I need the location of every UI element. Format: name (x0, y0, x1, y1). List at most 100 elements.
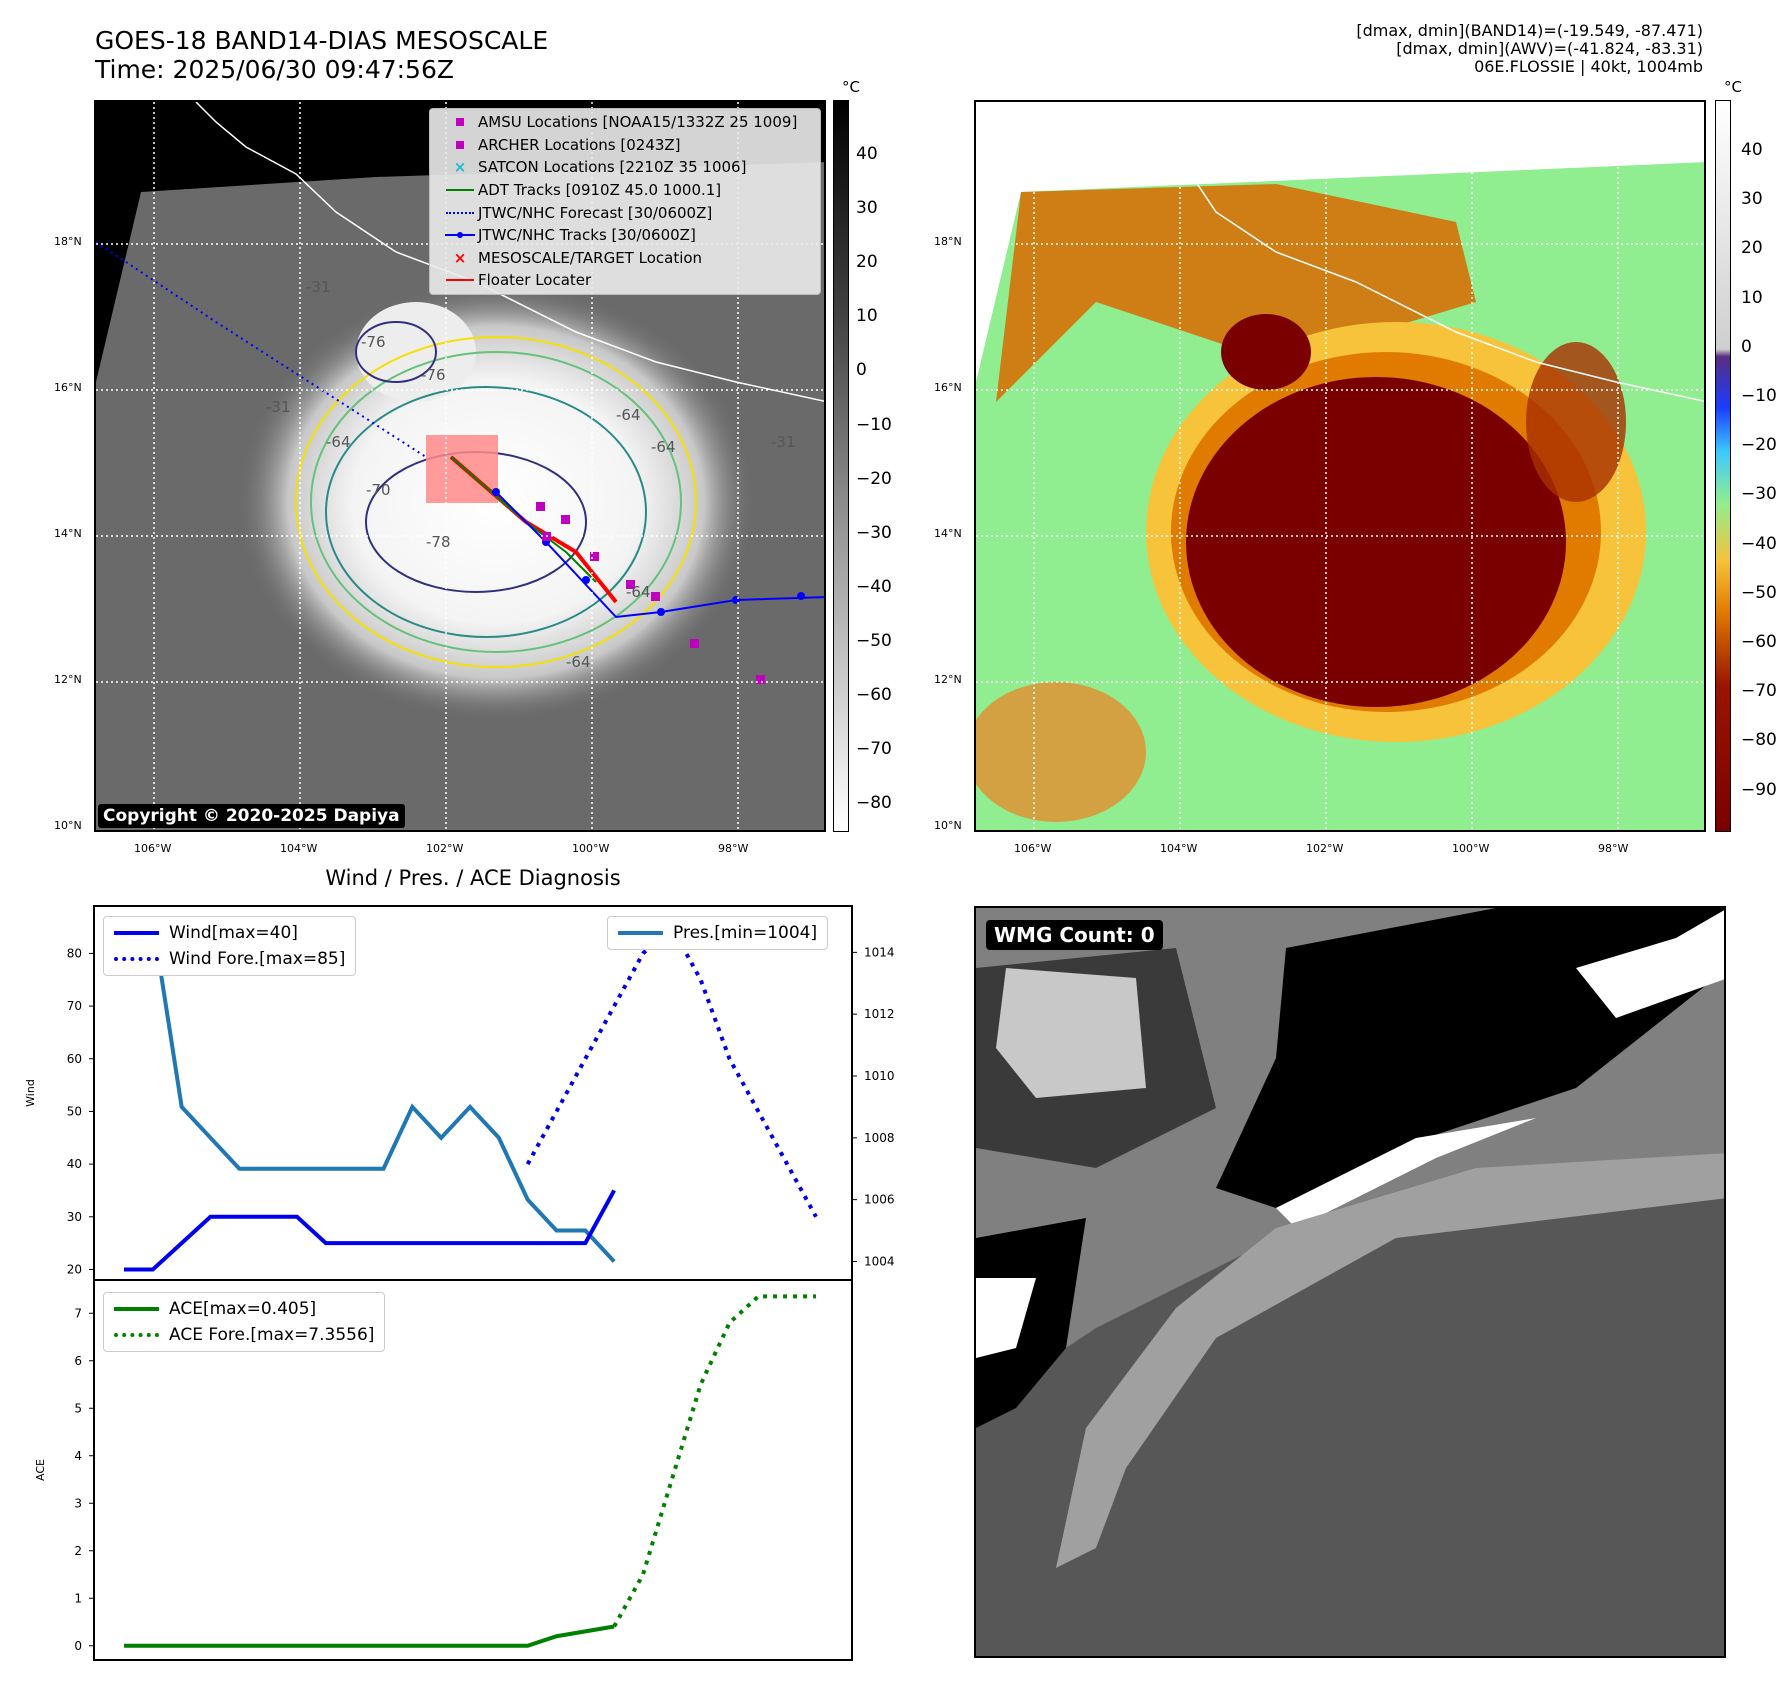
wmg-light-region (996, 968, 1146, 1098)
solid-line-icon (114, 1307, 159, 1311)
y-axis-label: ACE (34, 1459, 47, 1481)
legend-item: × MESOSCALE/TARGET Location (430, 247, 820, 270)
lat-label: 18°N (934, 235, 962, 248)
colorbar-tick-label: −10 (1741, 386, 1777, 406)
lon-label: 104°W (280, 842, 318, 855)
legend-label: JTWC/NHC Tracks [30/0600Z] (478, 226, 696, 245)
colorbar-tick-label: −80 (1741, 730, 1777, 751)
pressure-legend: Pres.[min=1004] (607, 916, 829, 950)
contour-teal (325, 386, 647, 638)
lat-label: 14°N (54, 527, 82, 540)
colorbar-left-unit: °C (842, 78, 860, 96)
ace-legend: ACE[max=0.405] ACE Fore.[max=7.3556] (103, 1292, 386, 1352)
y-tick-label: 7 (74, 1306, 82, 1320)
wmg-panel: WMG Count: 0 (974, 906, 1726, 1658)
dotted-line-icon (114, 957, 159, 961)
legend-item: JTWC/NHC Forecast [30/0600Z] (430, 201, 820, 224)
info-line1: [dmax, dmin](BAND14)=(-19.549, -87.471) (1356, 21, 1703, 40)
lat-label: 10°N (934, 819, 962, 832)
x-marker-icon: × (453, 248, 467, 267)
colorbar-tick-label: 40 (1741, 140, 1763, 160)
solid-line-icon (114, 931, 159, 935)
lat-label: 12°N (934, 673, 962, 686)
cloud-top-north (356, 302, 476, 402)
colorbar-tick-label: −50 (856, 630, 892, 651)
y-tick-label: 70 (67, 999, 82, 1013)
contour-green (310, 351, 682, 653)
lat-label: 18°N (54, 235, 82, 248)
lon-label: 102°W (1306, 842, 1344, 855)
colorbar-tick-label: 20 (856, 252, 878, 273)
contour-label: -64 (326, 433, 351, 451)
contour-label: -64 (566, 653, 591, 671)
lon-label: 104°W (1160, 842, 1198, 855)
colorbar-tick-label: −60 (1741, 632, 1777, 652)
colorbar-tick-label: −30 (856, 522, 892, 543)
page-title: GOES-18 BAND14-DIAS MESOSCALE Time: 2025… (95, 26, 548, 84)
legend-item: JTWC/NHC Tracks [30/0600Z] (430, 224, 820, 247)
legend-label: ARCHER Locations [0243Z] (478, 135, 681, 154)
awv-map-panel (974, 100, 1706, 832)
legend-label: JTWC/NHC Forecast [30/0600Z] (478, 203, 713, 222)
legend-item: Wind[max=40] (114, 920, 345, 946)
bottom-axes-frame (93, 1279, 853, 1661)
legend-item: Pres.[min=1004] (618, 920, 817, 946)
y-tick-label: 4 (74, 1449, 82, 1463)
legend-label: Wind Fore.[max=85] (169, 949, 346, 969)
y-tick-label-right: 1012 (864, 1007, 895, 1021)
legend-item: ARCHER Locations [0243Z] (430, 134, 820, 157)
wmg-light-band (1056, 1153, 1724, 1568)
line-icon (442, 279, 478, 282)
colorbar-tick-label: −20 (856, 468, 892, 489)
contour-label: -31 (306, 278, 331, 296)
ace-line (124, 1624, 615, 1648)
y-tick-label: 40 (67, 1157, 82, 1171)
wind-legend: Wind[max=40] Wind Fore.[max=85] (103, 916, 357, 976)
contour-label: -78 (426, 533, 451, 551)
lon-label: 106°W (134, 842, 172, 855)
x-marker-icon: × (453, 158, 467, 177)
dotted-line-icon (442, 211, 478, 214)
y-tick-label: 6 (74, 1354, 82, 1368)
legend-item: ADT Tracks [0910Z 45.0 1000.1] (430, 179, 820, 202)
y-tick-label-right: 1014 (864, 945, 895, 959)
y-tick-label: 0 (74, 1639, 82, 1653)
jtwc-track-points (492, 488, 805, 616)
colorbar-tick-label: −40 (856, 576, 892, 597)
legend-label: MESOSCALE/TARGET Location (478, 248, 703, 267)
dotted-line-icon (114, 1333, 159, 1337)
colorbar-tick-label: 30 (1741, 189, 1763, 210)
awv-southwest (976, 682, 1146, 822)
wmg-white-streak (1276, 1118, 1536, 1228)
y-tick-label: 60 (67, 1052, 82, 1066)
lat-label: 16°N (54, 381, 82, 394)
y-tick-label-right: 1004 (864, 1254, 895, 1268)
y-tick-label-right: 1006 (864, 1193, 895, 1207)
lon-label: 106°W (1014, 842, 1052, 855)
coastline (1195, 181, 1704, 402)
no-data-region (96, 102, 824, 382)
colorbar-tick-label: −80 (856, 793, 892, 814)
lon-label: 102°W (426, 842, 464, 855)
awv-band-north (996, 184, 1476, 402)
lon-label: 100°W (1452, 842, 1490, 855)
y-tick-label: 1 (74, 1591, 82, 1605)
legend-item: ACE[max=0.405] (114, 1296, 374, 1322)
legend-item: ACE Fore.[max=7.3556] (114, 1322, 374, 1348)
colorbar-left (833, 100, 849, 832)
contour-label: -76 (421, 366, 446, 384)
info-line2: [dmax, dmin](AWV)=(-41.824, -83.31) (1396, 39, 1703, 58)
y-tick-label: 30 (67, 1210, 82, 1224)
colorbar-tick-label: 10 (1741, 287, 1763, 308)
lon-label: 98°W (718, 842, 749, 855)
diagnosis-chart: 8070605040302010141012101010081006100476… (24, 905, 895, 1661)
wmg-black-left (976, 1218, 1086, 1428)
lat-label: 12°N (54, 673, 82, 686)
legend-label: Wind[max=40] (169, 923, 298, 943)
line-dot-icon (442, 231, 478, 239)
title-line2: Time: 2025/06/30 09:47:56Z (95, 55, 454, 84)
colorbar-right-unit: °C (1724, 78, 1742, 96)
colorbar-tick-label: −90 (1741, 779, 1777, 800)
y-axis-label: Wind (24, 1079, 37, 1107)
colorbar-tick-label: 40 (856, 144, 878, 164)
